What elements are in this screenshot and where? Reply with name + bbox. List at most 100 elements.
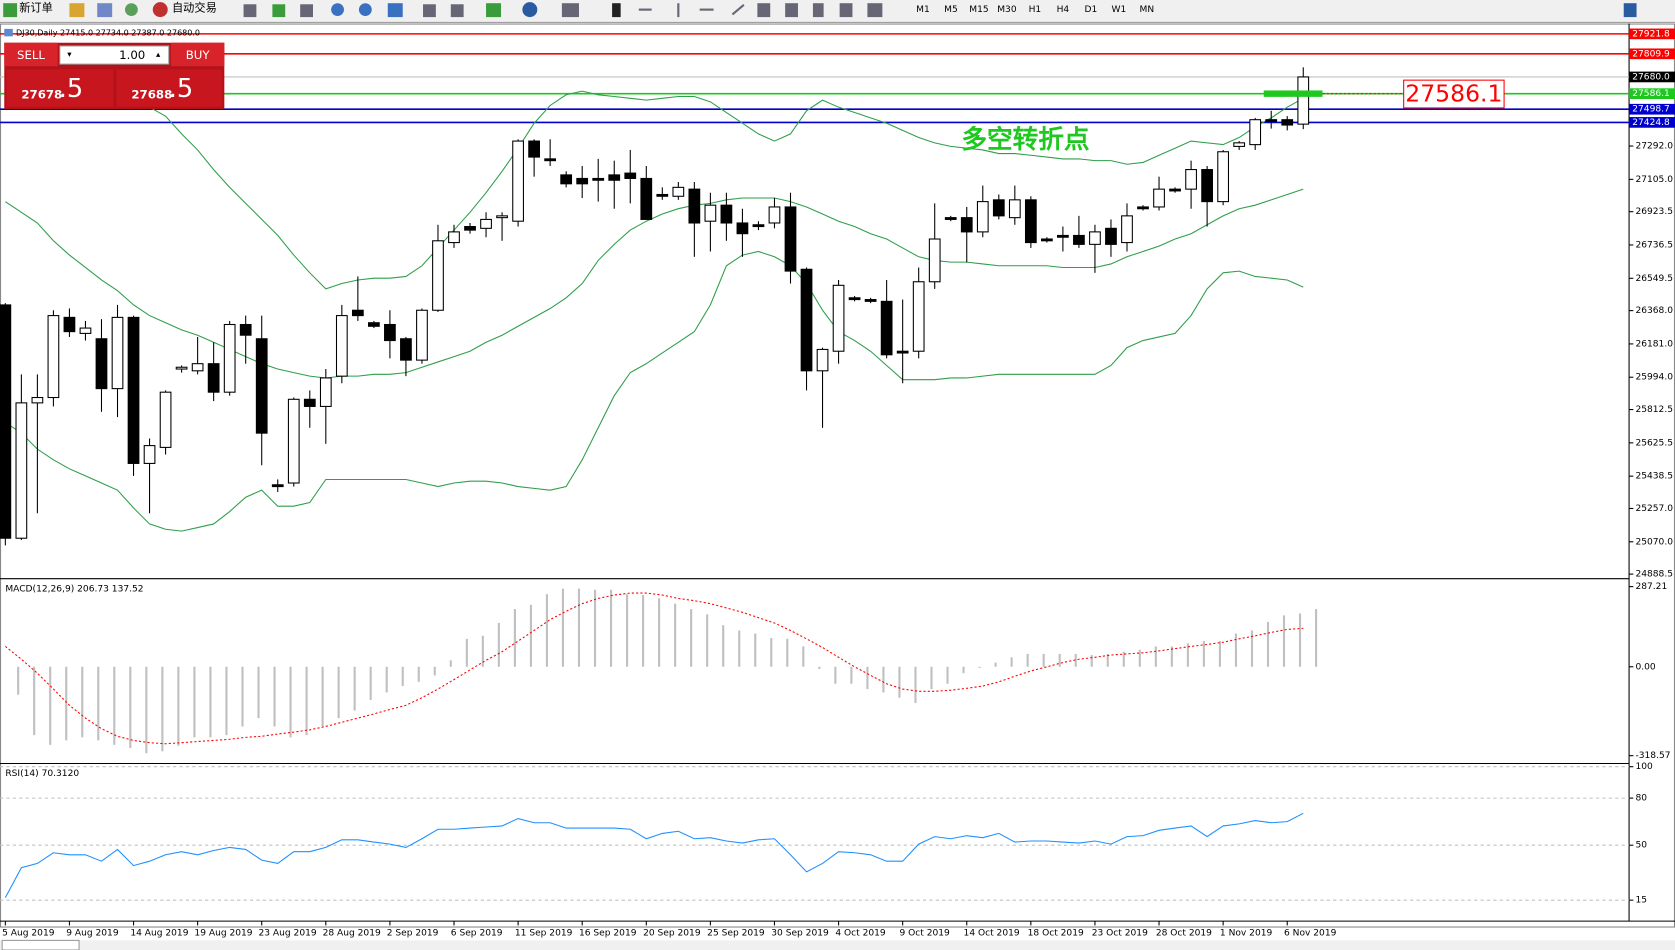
new-order-button[interactable]: 新订单 — [19, 1, 53, 15]
level-tag — [1629, 28, 1675, 40]
bar-chart-icon[interactable] — [243, 4, 257, 18]
candle-body — [944, 217, 957, 220]
candle-body — [768, 206, 781, 224]
chart-header: DJ30,Daily 27415.0 27734.0 27387.0 27680… — [16, 29, 200, 38]
template-icon[interactable] — [561, 3, 579, 18]
tile-icon[interactable] — [387, 3, 403, 18]
candle-body — [1137, 206, 1149, 210]
candle-body — [1169, 188, 1181, 192]
bid-pips[interactable]: .5 — [59, 74, 83, 104]
x-tick-label: 23 Aug 2019 — [259, 928, 317, 938]
scroll-icon[interactable] — [423, 4, 436, 18]
level-tag — [1629, 117, 1675, 128]
candle-body — [1024, 199, 1037, 244]
candle-body — [1105, 227, 1117, 245]
candle-body — [1153, 188, 1165, 208]
candle-body — [496, 215, 508, 219]
candle-body — [1265, 119, 1278, 123]
macd-title: MACD(12,26,9) 206.73 137.52 — [5, 584, 143, 594]
label-icon[interactable] — [839, 3, 853, 18]
timeframe-button[interactable]: D1 — [1084, 5, 1097, 15]
buy-button[interactable] — [170, 42, 225, 67]
timeframe-button[interactable]: M15 — [969, 5, 988, 15]
ask-main[interactable]: 27688 — [131, 88, 172, 102]
trade-panel: SELL ▾ ▴ 1.00 BUY 27678 .5 27688 .5 — [4, 42, 225, 109]
y-tick-label: 50 — [1635, 841, 1647, 851]
shift-icon[interactable] — [450, 4, 464, 18]
lots-value[interactable]: 1.00 — [119, 48, 145, 62]
timeframe-button[interactable]: W1 — [1111, 5, 1126, 15]
vline-icon[interactable] — [677, 3, 680, 18]
new-order-icon[interactable] — [3, 3, 18, 18]
timeframe-button[interactable]: H1 — [1029, 5, 1042, 15]
y-tick-label: 26368.0 — [1635, 306, 1673, 316]
channel-icon[interactable] — [757, 3, 771, 18]
toolbar-icon[interactable] — [69, 3, 85, 18]
x-tick-label: 6 Sep 2019 — [451, 928, 503, 938]
x-tick-label: 18 Oct 2019 — [1028, 928, 1084, 938]
candle-chart-icon[interactable] — [272, 4, 286, 18]
timeframe-button[interactable]: M30 — [997, 5, 1017, 15]
candle-body — [992, 199, 1005, 217]
text-icon[interactable] — [812, 3, 824, 18]
y-tick-label: 26181.0 — [1635, 339, 1673, 349]
indicators-icon[interactable] — [486, 3, 502, 18]
candle-body — [1185, 169, 1197, 190]
lots-input[interactable] — [59, 45, 170, 65]
rsi-line — [4, 812, 1304, 898]
y-tick-label: 27292.0 — [1635, 142, 1673, 152]
candle-body — [880, 300, 893, 356]
candle-body — [175, 366, 188, 370]
candle-body — [960, 217, 973, 233]
candle-body — [1281, 119, 1294, 126]
lots-down[interactable]: ▾ — [67, 50, 72, 60]
toolbar-icon[interactable] — [97, 3, 113, 18]
level-label: 27809.9 — [1632, 49, 1670, 59]
timeframe-button[interactable]: M1 — [916, 5, 930, 15]
level-label: 27424.8 — [1632, 118, 1670, 128]
auto-trading-icon[interactable] — [152, 2, 168, 18]
y-tick-label: 25070.0 — [1635, 537, 1673, 547]
chart-tab[interactable] — [1, 939, 80, 950]
arrows-icon[interactable] — [867, 3, 883, 18]
period-icon[interactable] — [522, 2, 538, 18]
hline-icon[interactable] — [699, 8, 714, 11]
timeframe-button[interactable]: M5 — [944, 5, 958, 15]
sell-button[interactable] — [4, 42, 58, 67]
sell-price-box[interactable] — [6, 69, 114, 107]
fibo-icon[interactable] — [785, 3, 798, 18]
auto-trading-button[interactable]: 自动交易 — [172, 1, 217, 15]
candle-body — [912, 281, 925, 352]
candle-body — [832, 284, 845, 352]
cursor-icon[interactable] — [612, 3, 621, 18]
line-chart-icon[interactable] — [300, 4, 313, 18]
toolbar-icon[interactable] — [124, 3, 138, 17]
crosshair-icon[interactable] — [638, 8, 652, 11]
candle-body — [640, 177, 653, 220]
x-tick-label: 14 Oct 2019 — [964, 928, 1020, 938]
candle-body — [672, 186, 685, 197]
y-tick-label: 287.21 — [1635, 582, 1667, 592]
y-tick-label: 24888.5 — [1635, 570, 1673, 580]
toolbar — [0, 0, 1675, 23]
trendline-icon[interactable] — [731, 3, 745, 16]
bid-main[interactable]: 27678 — [21, 88, 62, 102]
search-icon[interactable] — [1623, 3, 1637, 18]
ask-pips[interactable]: .5 — [169, 74, 193, 104]
current-price-tag — [1629, 71, 1675, 83]
sell-label[interactable]: SELL — [17, 48, 45, 62]
lots-up[interactable]: ▴ — [156, 50, 161, 60]
buy-label[interactable]: BUY — [186, 48, 211, 62]
macd-signal-line — [5, 592, 1304, 745]
zoom-out-icon[interactable] — [358, 3, 372, 17]
candle-body — [848, 297, 861, 301]
candle-body — [864, 299, 877, 302]
level-tag — [1629, 48, 1675, 60]
buy-price-box[interactable] — [116, 69, 223, 107]
candle-body — [143, 445, 156, 464]
timeframe-button[interactable]: MN — [1140, 5, 1155, 15]
timeframe-button[interactable]: H4 — [1057, 5, 1070, 15]
macd-pane: 287.21 0.00 -318.57 — [5, 582, 1671, 761]
zoom-in-icon[interactable] — [331, 3, 344, 17]
